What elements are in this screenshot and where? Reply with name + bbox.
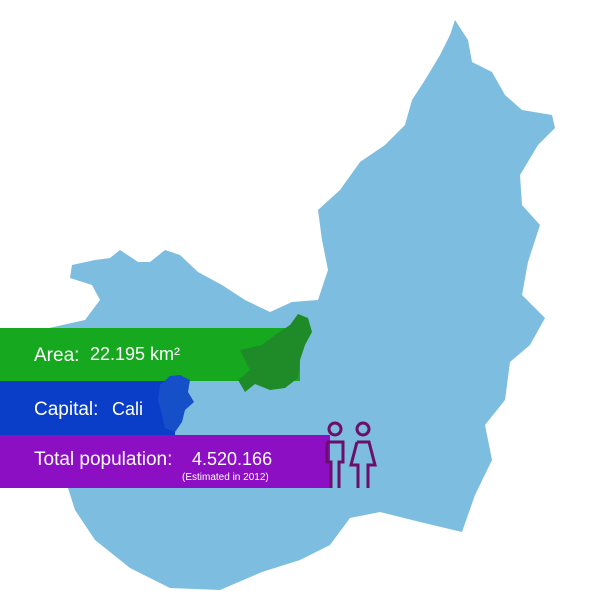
population-note: (Estimated in 2012) <box>182 472 269 483</box>
area-label: Area: <box>34 345 79 366</box>
population-label: Total population: <box>34 449 172 470</box>
population-bar <box>0 435 330 488</box>
area-shape <box>238 314 312 392</box>
population-value: 4.520.166 <box>192 449 272 469</box>
person-icon <box>325 421 377 488</box>
area-value: 22.195 km² <box>90 344 180 364</box>
capital-shape <box>158 375 194 432</box>
capital-label: Capital: <box>34 399 98 420</box>
capital-value: Cali <box>112 399 143 419</box>
capital-bar <box>0 381 175 435</box>
region-map <box>10 20 555 590</box>
